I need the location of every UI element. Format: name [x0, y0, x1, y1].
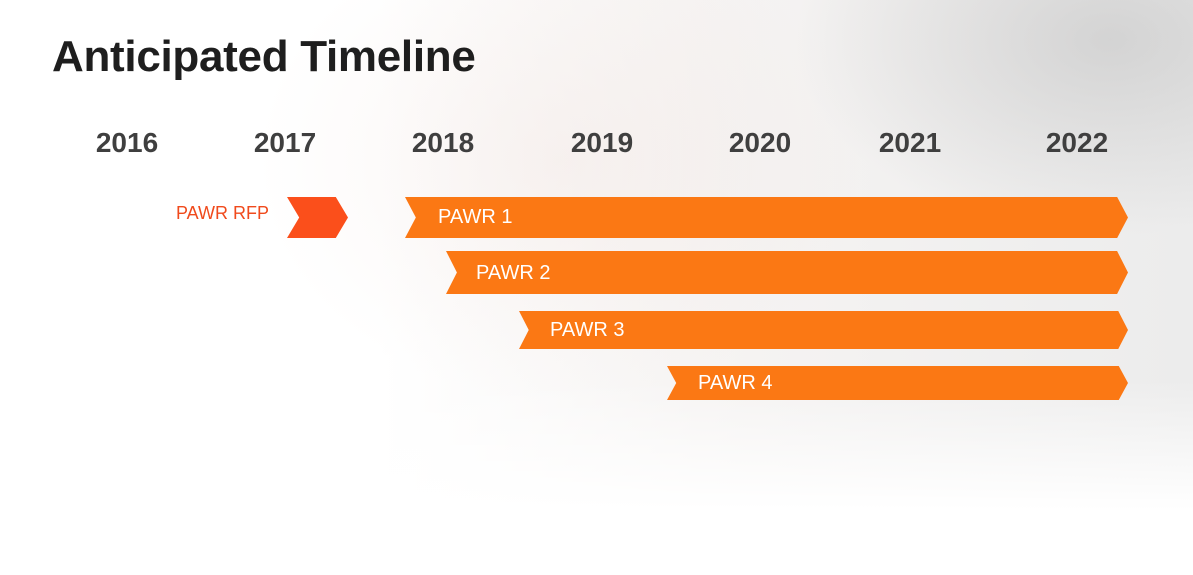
- timeline-bar-pawr-1: PAWR 1: [405, 197, 1128, 238]
- rfp-label: PAWR RFP: [176, 203, 269, 223]
- bar-label: PAWR 4: [698, 372, 773, 394]
- year-label: 2021: [878, 127, 942, 158]
- year-label: 2017: [253, 127, 317, 158]
- bar-label: PAWR 1: [438, 206, 513, 228]
- bar-label: PAWR 2: [476, 262, 551, 284]
- year-label: 2016: [95, 127, 159, 158]
- timeline-bar-pawr-4: PAWR 4: [667, 366, 1128, 400]
- timeline-bar-pawr-3: PAWR 3: [519, 311, 1128, 349]
- year-label: 2020: [728, 127, 792, 158]
- timeline-bar-pawr-2: PAWR 2: [446, 251, 1128, 294]
- background-fade-bottom: [0, 380, 1193, 575]
- year-label: 2018: [411, 127, 475, 158]
- year-label: 2019: [570, 127, 634, 158]
- year-label: 2022: [1045, 127, 1109, 158]
- slide-title: Anticipated Timeline: [52, 32, 476, 81]
- bar-label: PAWR 3: [550, 319, 625, 341]
